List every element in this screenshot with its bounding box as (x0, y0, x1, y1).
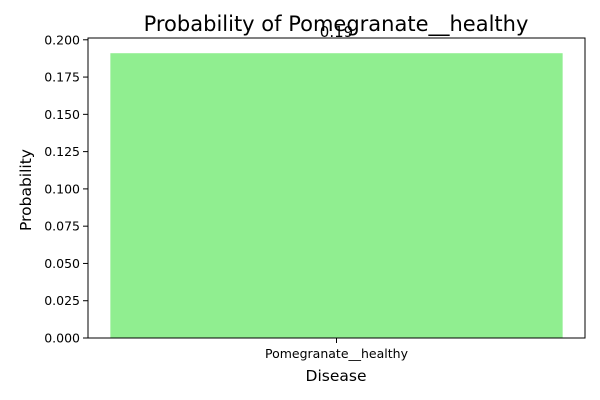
axes-frame (87, 37, 586, 339)
y-tick-label-1: 0.025 (44, 293, 80, 308)
y-tick-label-4: 0.100 (44, 181, 80, 196)
plot-area: Pomegranate__healthy 0.19 0.000 0.025 0.050 0… (44, 23, 586, 361)
bar-0 (110, 53, 563, 339)
y-tick-label-7: 0.175 (44, 70, 80, 85)
y-tick-label-0: 0.000 (44, 331, 80, 346)
x-tick-label-0: Pomegranate__healthy (265, 346, 409, 361)
data-label-0: 0.19 (320, 23, 353, 41)
y-tick-label-5: 0.125 (44, 144, 80, 159)
y-axis-label: Probability (17, 149, 35, 231)
chart-title: Probability of Pomegranate__healthy (144, 12, 529, 37)
y-tick-label-6: 0.150 (44, 107, 80, 122)
y-tick-label-2: 0.050 (44, 256, 80, 271)
x-axis-label: Disease (306, 367, 367, 385)
y-tick-label-3: 0.075 (44, 219, 80, 234)
y-tick-label-8: 0.200 (44, 32, 80, 47)
